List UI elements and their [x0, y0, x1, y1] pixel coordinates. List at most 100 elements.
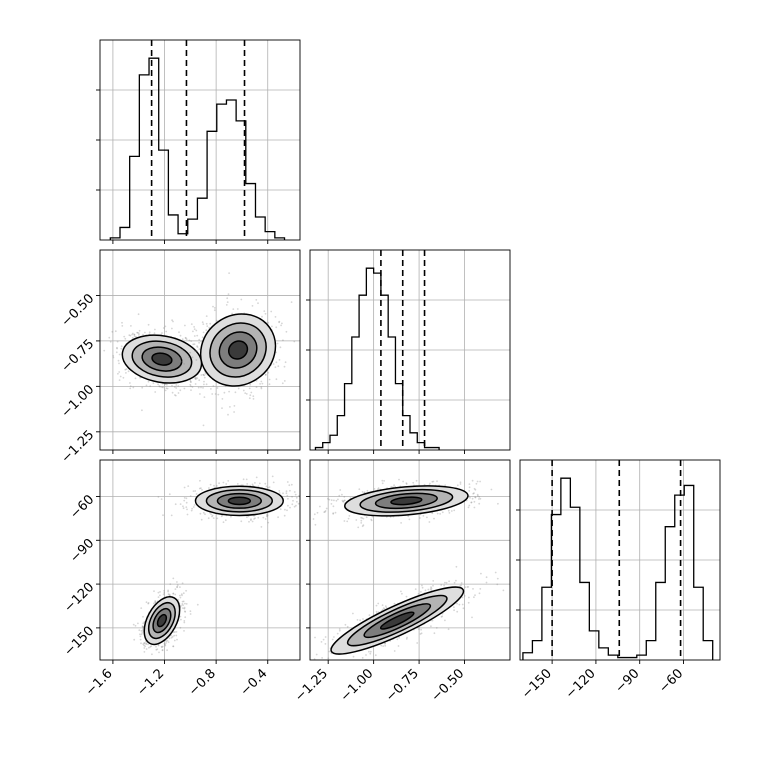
- sample-point: [266, 514, 268, 517]
- sample-point: [346, 625, 349, 628]
- sample-point: [215, 319, 218, 322]
- sample-point: [194, 383, 197, 385]
- sample-point: [260, 387, 263, 390]
- sample-point: [227, 293, 230, 295]
- sample-point: [521, 487, 523, 489]
- sample-point: [295, 504, 297, 507]
- sample-point: [117, 359, 120, 362]
- sample-point: [164, 644, 167, 647]
- sample-point: [132, 623, 135, 626]
- sample-point: [468, 483, 471, 485]
- sample-point: [234, 391, 237, 394]
- sample-point: [151, 653, 153, 656]
- sample-point: [251, 305, 254, 307]
- sample-point: [118, 353, 121, 356]
- sample-point: [416, 642, 419, 644]
- sample-point: [212, 385, 215, 387]
- sample-point: [162, 386, 165, 389]
- hist-1-steps: [314, 267, 440, 450]
- sample-point: [121, 325, 124, 327]
- sample-point: [169, 583, 172, 585]
- sample-point: [142, 628, 144, 630]
- sample-point: [159, 594, 161, 597]
- sample-point: [431, 480, 434, 483]
- sample-point: [472, 588, 474, 590]
- sample-point: [152, 382, 155, 385]
- sample-point: [204, 372, 207, 375]
- sample-point: [296, 500, 298, 503]
- sample-point: [208, 487, 210, 489]
- sample-point: [323, 511, 326, 513]
- sample-point: [123, 335, 126, 338]
- sample-point: [227, 413, 229, 416]
- sample-point: [164, 389, 167, 392]
- sample-point: [245, 393, 248, 395]
- sample-point: [185, 506, 188, 508]
- sample-point: [153, 590, 155, 592]
- sample-point: [328, 498, 331, 501]
- sample-point: [290, 301, 293, 303]
- sample-point: [470, 501, 473, 504]
- sample-point: [333, 499, 335, 502]
- sample-point: [259, 383, 261, 385]
- sample-point: [252, 484, 255, 487]
- ytick-label-2-3: −60: [67, 492, 97, 522]
- sample-point: [363, 491, 366, 494]
- sample-point: [472, 492, 475, 495]
- sample-point: [443, 584, 445, 587]
- sample-point: [268, 383, 271, 386]
- sample-point: [376, 488, 379, 491]
- sample-point: [181, 360, 184, 363]
- sample-point: [236, 483, 239, 485]
- sample-point: [360, 516, 362, 519]
- sample-point: [283, 365, 286, 368]
- sample-point: [131, 333, 134, 336]
- sample-point: [375, 610, 378, 613]
- sample-point: [134, 624, 137, 627]
- sample-point: [103, 349, 106, 352]
- sample-point: [436, 480, 438, 483]
- sample-point: [444, 581, 446, 584]
- sample-point: [182, 600, 185, 603]
- sample-point: [147, 602, 150, 605]
- sample-point: [214, 393, 217, 395]
- sample-point: [137, 622, 139, 625]
- sample-point: [125, 372, 127, 374]
- sample-point: [273, 686, 275, 688]
- sample-point: [370, 519, 373, 522]
- sample-point: [183, 607, 186, 610]
- sample-point: [225, 304, 228, 306]
- sample-point: [408, 518, 411, 521]
- sample-point: [147, 643, 149, 646]
- sample-point: [167, 589, 170, 592]
- scatter-panel-1-2: [273, 459, 523, 688]
- sample-point: [332, 505, 335, 508]
- sample-point: [171, 327, 173, 330]
- sample-point: [476, 480, 479, 483]
- sample-point: [320, 641, 323, 643]
- sample-point: [337, 498, 339, 501]
- sample-point: [260, 386, 263, 389]
- sample-point: [169, 594, 172, 597]
- sample-point: [479, 497, 482, 500]
- sample-point: [369, 650, 372, 653]
- sample-point: [142, 615, 144, 618]
- sample-point: [203, 376, 206, 379]
- sample-point: [150, 645, 153, 648]
- sample-point: [444, 619, 446, 622]
- sample-point: [402, 480, 404, 483]
- sample-point: [202, 424, 205, 427]
- sample-point: [412, 481, 415, 484]
- sample-point: [324, 511, 326, 513]
- sample-point: [192, 506, 195, 508]
- sample-point: [289, 489, 291, 492]
- sample-point: [180, 604, 182, 607]
- sample-point: [341, 499, 344, 502]
- sample-point: [205, 383, 208, 386]
- sample-point: [303, 511, 305, 513]
- sample-point: [128, 334, 131, 336]
- sample-point: [212, 517, 215, 519]
- sample-point: [267, 521, 270, 524]
- sample-point: [167, 590, 170, 593]
- xtick-label-0-3: −0.4: [238, 666, 271, 699]
